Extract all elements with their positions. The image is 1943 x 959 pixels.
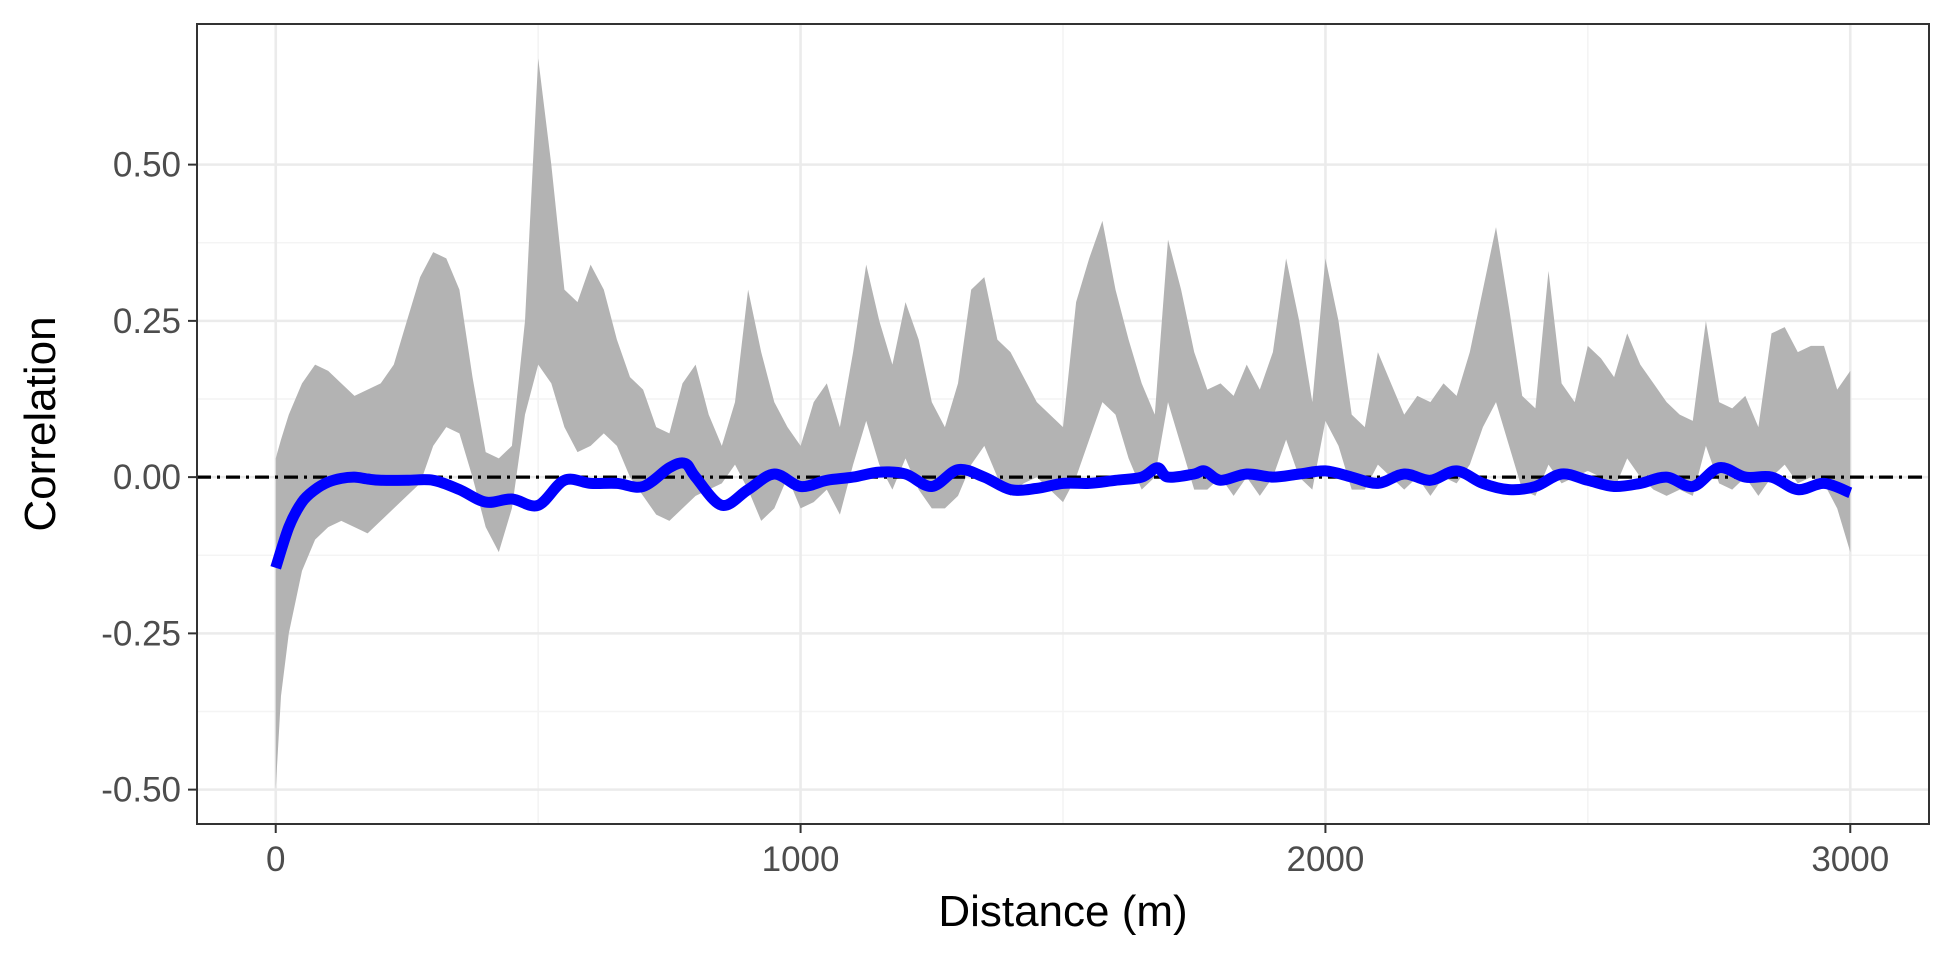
y-axis: -0.50 -0.25 0.00 0.25 0.50 [101, 146, 197, 810]
correlation-line [270, 457, 1853, 570]
y-tick-label: 0.00 [113, 458, 181, 497]
x-tick-label: 0 [266, 840, 285, 879]
x-axis-title: Distance (m) [938, 887, 1187, 936]
y-tick-label: 0.50 [113, 146, 181, 185]
x-tick-label: 2000 [1286, 840, 1364, 879]
confidence-band [275, 58, 1851, 790]
y-tick-label: -0.25 [101, 614, 181, 653]
y-tick-label: 0.25 [113, 302, 181, 341]
panel-border [196, 23, 1930, 825]
x-tick-label: 1000 [762, 840, 840, 879]
correlation-line-layer [270, 457, 1853, 570]
x-axis: 0 1000 2000 3000 [266, 824, 1889, 879]
x-tick-label: 3000 [1811, 840, 1889, 879]
confidence-band-layer [275, 58, 1851, 790]
y-tick-label: -0.50 [101, 771, 181, 810]
y-axis-title: Correlation [16, 316, 65, 531]
